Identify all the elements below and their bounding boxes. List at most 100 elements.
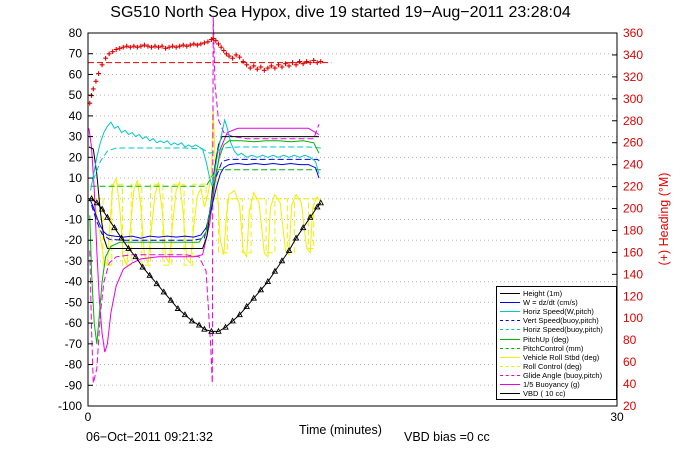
heading-marker-plus [156,44,161,50]
heading-marker-plus [307,60,313,66]
height-marker-triangle [201,325,208,332]
legend-line-sample [500,347,520,349]
heading-marker-plus [96,71,101,76]
heading-marker-plus [290,60,295,66]
heading-marker-plus [113,47,119,52]
heading-marker-plus [149,44,154,50]
series-w_dzdt-line [89,162,320,239]
chart-title: SG510 North Sea Hypox, dive 19 started 1… [110,4,571,21]
series-pitch_control-line [90,169,321,187]
height-marker-triangle [317,199,325,206]
right-tick-label: 20 [623,399,637,413]
height-marker-triangle [285,246,293,253]
right-tick-label: 240 [623,158,643,172]
height-marker-triangle [215,327,222,334]
heading-marker-plus [218,44,224,50]
vbd-bias-label: VBD bias =0 cc [404,430,490,444]
heading-marker-plus [279,64,285,70]
heading-marker-plus [142,42,147,48]
height-marker-triangle [125,244,132,251]
height-marker-triangle [167,296,175,303]
heading-marker-plus [300,61,306,67]
heading-marker-plus [152,43,158,49]
left-tick-label: 20 [69,150,83,164]
height-marker-triangle [93,199,101,206]
left-tick-label: -10 [65,213,83,227]
heading-marker-plus [198,41,204,47]
series-buoyancy_fifth-line [88,127,320,353]
heading-marker-plus [90,86,96,92]
heading-marker-plus [297,59,302,64]
legend-item-roll_stbd: Vehicle Roll Stbd (deg) [500,353,616,362]
height-marker-triangle [278,257,286,264]
heading-marker-plus [254,66,260,72]
legend-line-sample [500,393,520,395]
heading-marker-plus [221,48,227,53]
x-tick-label: 30 [610,410,624,424]
right-tick-label: 340 [623,48,643,62]
height-marker-triangle [195,321,203,328]
left-tick-label: 30 [69,130,83,144]
legend-item-glide_angle: Glide Angle (buoy,pitch) [500,371,616,380]
height-marker-triangle [243,302,250,309]
heading-marker-plus [127,44,133,50]
heading-marker-plus [103,55,109,61]
heading-marker-plus [191,41,197,47]
legend-label: Glide Angle (buoy,pitch) [523,370,603,380]
legend-item-horiz_speed_buoy: Horiz Speed(buoy,pitch) [500,325,616,334]
heading-marker-plus [265,65,271,71]
heading-marker-plus [180,42,186,48]
left-tick-label: -50 [65,295,83,309]
height-marker-triangle [257,286,265,293]
legend-item-w_dzdt: W = dz/dt (cm/s) [500,298,616,307]
left-tick-label: -40 [65,275,83,289]
heading-marker-plus [166,44,172,50]
heading-marker-plus [251,63,257,69]
legend-line-sample [500,329,520,331]
right-tick-label: 260 [623,136,643,150]
heading-marker-plus [286,63,292,69]
heading-marker-plus [117,45,123,51]
heading-marker-plus [124,43,130,49]
heading-marker-plus [283,61,288,67]
heading-marker-plus [293,62,299,68]
height-marker-triangle [236,311,243,318]
height-marker-triangle [146,271,153,278]
series-horiz_speed_w-line [90,118,320,191]
heading-marker-plus [244,62,250,68]
heading-marker-plus [216,41,221,47]
legend-label: Vert Speed(buoy,pitch) [523,316,599,326]
legend-item-pitch_up: PitchUp (deg) [500,334,616,344]
legend-label: Height (1m) [523,289,563,299]
heading-marker-plus [272,65,278,71]
left-tick-label: -90 [65,378,83,392]
height-marker-triangle [299,224,307,231]
series-height-line [91,198,322,332]
heading-marker-plus [311,58,317,63]
heading-marker-plus [261,67,267,73]
heading-marker-plus [233,52,239,58]
height-marker-triangle [264,278,272,285]
heading-marker-plus [276,62,281,68]
left-tick-label: -60 [65,316,83,330]
right-tick-label: 280 [623,114,643,128]
height-marker-triangle [153,280,161,287]
legend-line-sample [500,293,520,295]
legend-line-sample [500,311,520,313]
heading-marker-plus [184,43,190,49]
height-marker-triangle [174,304,182,311]
left-tick-label: -70 [65,337,83,351]
right-tick-label: 160 [623,245,643,259]
series-glide_angle-line [89,16,320,384]
height-marker-triangle [292,234,300,241]
heading-marker-plus [226,53,232,59]
height-marker-triangle [139,263,146,270]
series-horiz_speed_buoy-line [92,146,321,181]
heading-marker-plus [187,42,193,48]
left-tick-label: -80 [65,358,83,372]
height-marker-triangle [104,213,111,220]
left-tick-label: -30 [65,254,83,268]
left-tick-label: 40 [69,109,83,123]
heading-marker-plus [224,51,229,57]
